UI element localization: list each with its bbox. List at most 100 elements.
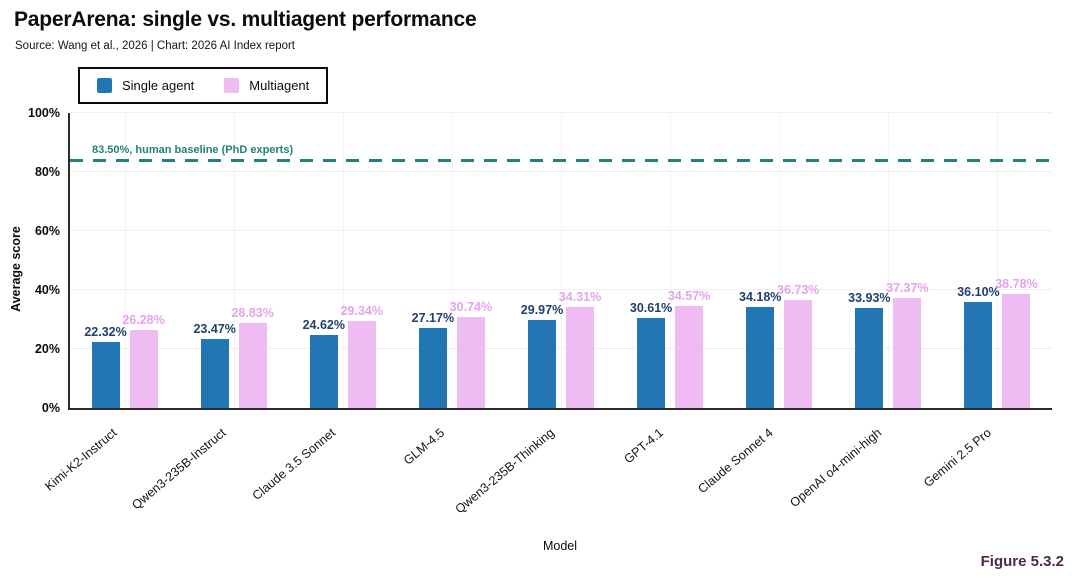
x-tick-label: OpenAI o4-mini-high <box>787 425 885 511</box>
bar-value-label: 22.32% <box>84 325 127 340</box>
bar-single-agent: 34.18% <box>739 290 781 408</box>
bar-single-agent: 33.93% <box>848 291 891 408</box>
bar-rect <box>418 327 447 408</box>
bar-rect <box>746 307 775 408</box>
bar-single-agent: 23.47% <box>193 322 236 408</box>
bar-group: 36.10% 38.78% <box>957 113 1038 408</box>
bar-single-agent: 30.61% <box>630 301 672 408</box>
legend-label-multiagent: Multiagent <box>249 78 310 93</box>
x-axis-category-labels: Kimi-K2-Instruct Qwen3-235B-Instruct Claud… <box>42 412 1052 537</box>
bar-rect <box>309 335 338 408</box>
x-tick-label: Claude 3.5 Sonnet <box>249 425 338 503</box>
bar-value-label: 34.31% <box>558 289 602 304</box>
x-tick-label: Claude Sonnet 4 <box>694 425 776 497</box>
bar-value-label: 28.83% <box>231 305 274 320</box>
bar-group: 24.62% 29.34% <box>303 113 383 408</box>
bar-rect <box>964 301 993 408</box>
bar-rect <box>528 319 556 408</box>
legend-swatch-multiagent <box>224 78 240 93</box>
human-baseline-line <box>70 158 1052 162</box>
bar-group: 23.47% 28.83% <box>193 113 274 408</box>
bar-multiagent: 28.83% <box>231 306 274 408</box>
y-tick-label: 60% <box>34 224 60 238</box>
bar-single-agent: 27.17% <box>412 311 454 408</box>
bar-rect <box>893 297 922 408</box>
bar-rect <box>637 317 666 408</box>
figure-label: Figure 5.3.2 <box>980 553 1064 570</box>
bar-rect <box>784 299 813 408</box>
bar-value-label: 37.37% <box>886 280 929 295</box>
bar-value-label: 34.18% <box>739 290 782 305</box>
y-tick-label: 20% <box>34 342 60 356</box>
bar-rect <box>238 322 267 408</box>
gridline-vertical <box>670 113 672 408</box>
bar-value-label: 24.62% <box>302 318 345 333</box>
bar-group: 22.32% 26.28% <box>84 113 165 408</box>
y-tick-label: 100% <box>28 106 60 120</box>
x-tick-label: Qwen3-235B-Thinking <box>452 425 557 517</box>
x-tick-label: Kimi-K2-Instruct <box>42 425 120 494</box>
gridline-vertical <box>124 113 126 408</box>
bar-value-label: 36.10% <box>957 284 1000 299</box>
x-tick-label: GPT-4.1 <box>621 425 666 467</box>
bar-multiagent: 29.34% <box>341 304 383 408</box>
legend-swatch-single-agent <box>97 78 112 93</box>
y-tick-label: 40% <box>34 283 60 297</box>
bar-value-label: 33.93% <box>848 290 891 305</box>
gridline-horizontal <box>70 112 1052 113</box>
bar-value-label: 34.57% <box>667 289 711 304</box>
bar-single-agent: 36.10% <box>957 285 1000 408</box>
bar-rect <box>91 342 120 408</box>
bar-multiagent: 26.28% <box>122 313 165 408</box>
x-tick-label: Gemini 2.5 Pro <box>920 425 994 490</box>
bar-value-label: 26.28% <box>122 313 165 328</box>
legend-item-multiagent: Multiagent <box>224 78 309 93</box>
bar-group: 27.17% 30.74% <box>412 113 492 408</box>
chart-title: PaperArena: single vs. multiagent perfor… <box>14 8 477 31</box>
bar-value-label: 29.34% <box>340 304 383 319</box>
bar-group: 30.61% 34.57% <box>630 113 710 408</box>
legend-item-single-agent: Single agent <box>97 78 194 93</box>
bar-rect <box>855 307 884 408</box>
x-axis-title: Model <box>542 539 578 553</box>
bar-single-agent: 29.97% <box>521 303 563 408</box>
bar-rect <box>456 317 485 408</box>
x-tick-label: GLM-4.5 <box>400 425 448 468</box>
gridline-vertical <box>561 113 562 408</box>
bar-value-label: 30.74% <box>449 300 493 315</box>
bar-multiagent: 30.74% <box>450 300 492 408</box>
bar-group: 34.18% 36.73% <box>739 113 819 408</box>
bar-rect <box>200 338 229 408</box>
bar-multiagent: 38.78% <box>995 277 1038 408</box>
legend-label-single-agent: Single agent <box>122 78 195 93</box>
bar-rect <box>1002 293 1031 408</box>
gridline-vertical <box>997 113 999 408</box>
y-tick-label: 0% <box>41 401 60 415</box>
x-tick-label: Qwen3-235B-Instruct <box>129 425 229 513</box>
bar-rect <box>566 306 594 408</box>
gridline-vertical <box>888 113 890 408</box>
chart-source: Source: Wang et al., 2026 | Chart: 2026 … <box>15 40 296 52</box>
human-baseline-label: 83.50%, human baseline (PhD experts) <box>92 143 294 156</box>
bar-rect <box>347 321 376 408</box>
gridline-vertical <box>779 113 781 408</box>
y-tick-label: 80% <box>34 165 60 179</box>
bar-group: 33.93% 37.37% <box>848 113 929 408</box>
bar-value-label: 30.61% <box>629 300 673 315</box>
bar-rect <box>675 306 704 408</box>
bar-value-label: 36.73% <box>777 282 820 297</box>
bar-group: 29.97% 34.31% <box>521 113 601 408</box>
gridline-vertical <box>451 113 453 408</box>
bar-value-label: 29.97% <box>520 302 564 317</box>
gridline-vertical <box>233 113 235 408</box>
bar-rect <box>129 330 158 408</box>
y-axis-title: Average score <box>9 226 23 312</box>
legend: Single agent Multiagent <box>78 67 329 104</box>
bar-single-agent: 24.62% <box>303 318 345 408</box>
bar-multiagent: 37.37% <box>886 281 929 408</box>
bar-single-agent: 22.32% <box>84 325 127 408</box>
bar-multiagent: 34.31% <box>559 290 601 408</box>
bar-value-label: 38.78% <box>995 276 1038 291</box>
bar-value-label: 23.47% <box>193 321 236 336</box>
